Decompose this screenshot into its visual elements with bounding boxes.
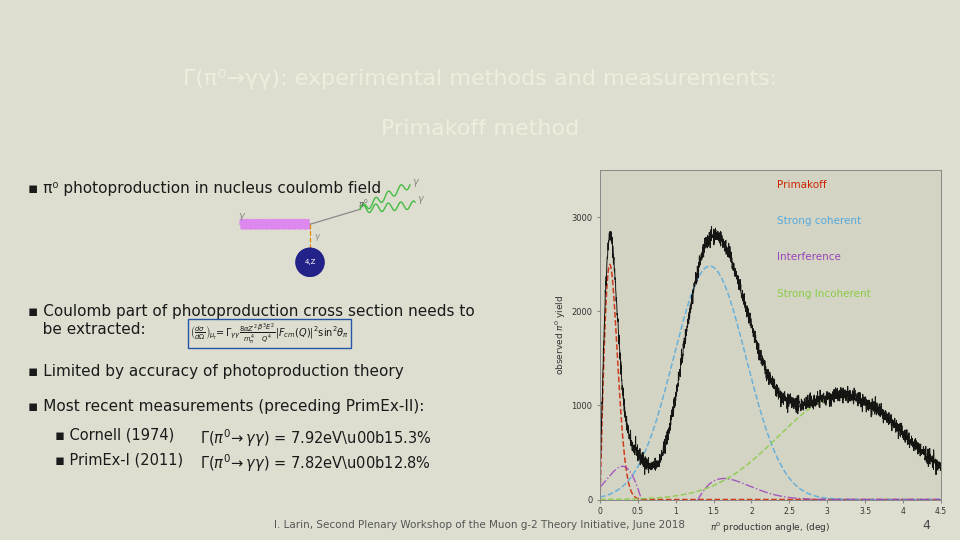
Text: ▪ Most recent measurements (preceding PrimEx-II):: ▪ Most recent measurements (preceding Pr… bbox=[28, 399, 424, 414]
X-axis label: $\pi^0$ production angle, (deg): $\pi^0$ production angle, (deg) bbox=[710, 521, 830, 535]
Text: $\pi^0$: $\pi^0$ bbox=[358, 198, 369, 210]
Circle shape bbox=[296, 248, 324, 276]
Text: $\gamma$: $\gamma$ bbox=[314, 232, 322, 244]
Text: Strong coherent: Strong coherent bbox=[778, 216, 861, 226]
Text: Primakoff method: Primakoff method bbox=[381, 119, 579, 139]
Text: $\Gamma(\pi^0\!\rightarrow\gamma\gamma)$ = 7.82eV\u00b12.8%: $\Gamma(\pi^0\!\rightarrow\gamma\gamma)$… bbox=[200, 453, 431, 474]
Text: 4: 4 bbox=[923, 518, 930, 532]
Text: $\left(\frac{d\sigma}{d\Omega}\right)_{\mu_r}\!\!=\Gamma_{\gamma\gamma}\frac{8\a: $\left(\frac{d\sigma}{d\Omega}\right)_{\… bbox=[190, 321, 348, 346]
Text: ▪ Coulomb part of photoproduction cross section needs to: ▪ Coulomb part of photoproduction cross … bbox=[28, 305, 475, 319]
Text: $\gamma$: $\gamma$ bbox=[417, 194, 425, 206]
Text: Interference: Interference bbox=[778, 253, 841, 262]
Text: $\Gamma(\pi^0\!\rightarrow\gamma\gamma)$ = 7.92eV\u00b15.3%: $\Gamma(\pi^0\!\rightarrow\gamma\gamma)$… bbox=[200, 427, 431, 449]
Text: 4,Z: 4,Z bbox=[304, 259, 316, 265]
Text: I. Larin, Second Plenary Workshop of the Muon g-2 Theory Initiative, June 2018: I. Larin, Second Plenary Workshop of the… bbox=[275, 520, 685, 530]
Text: ▪ π⁰ photoproduction in nucleus coulomb field: ▪ π⁰ photoproduction in nucleus coulomb … bbox=[28, 181, 381, 197]
Text: Primakoff: Primakoff bbox=[778, 180, 827, 190]
Text: ▪ PrimEx-I (2011): ▪ PrimEx-I (2011) bbox=[55, 453, 183, 467]
Text: ▪ Cornell (1974): ▪ Cornell (1974) bbox=[55, 427, 175, 442]
Text: ▪ Limited by accuracy of photoproduction theory: ▪ Limited by accuracy of photoproduction… bbox=[28, 364, 404, 379]
Text: Strong Incoherent: Strong Incoherent bbox=[778, 289, 871, 299]
Text: be extracted:: be extracted: bbox=[28, 322, 146, 338]
Circle shape bbox=[296, 248, 324, 276]
Text: $\gamma$: $\gamma$ bbox=[412, 177, 420, 189]
Y-axis label: observed $\pi^0$ yield: observed $\pi^0$ yield bbox=[554, 295, 568, 375]
Text: Γ(π⁰→γγ): experimental methods and measurements:: Γ(π⁰→γγ): experimental methods and measu… bbox=[182, 69, 778, 89]
Text: $\gamma$: $\gamma$ bbox=[238, 211, 246, 224]
